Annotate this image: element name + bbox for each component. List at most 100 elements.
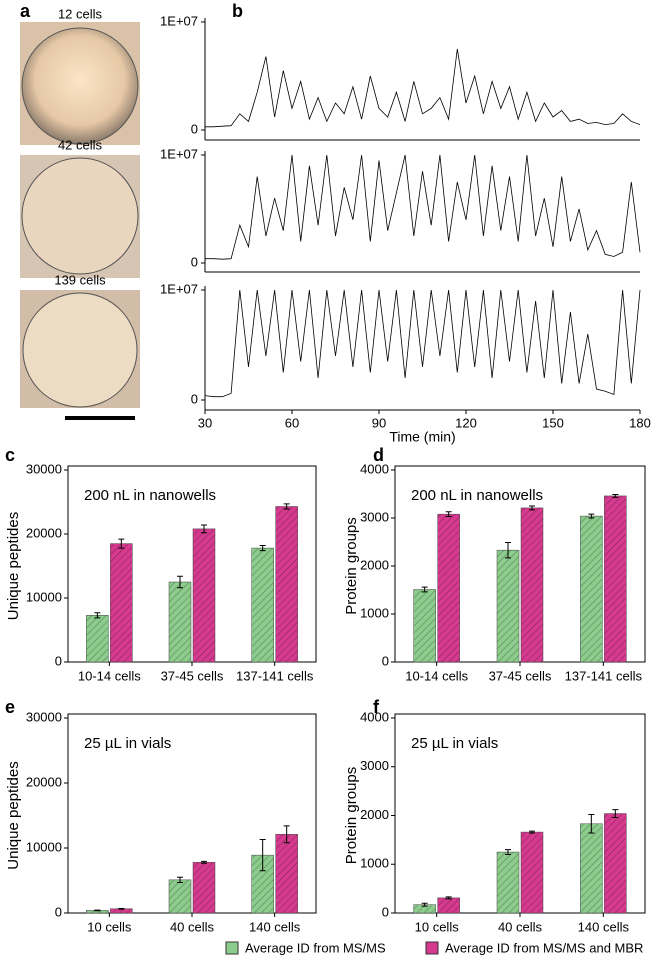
panel-label: f	[373, 697, 380, 717]
y-tick-label: 30000	[26, 461, 62, 476]
y-tick-label: 3000	[360, 758, 389, 773]
error-bar	[201, 524, 207, 534]
error-bar	[177, 876, 183, 883]
error-bar	[612, 493, 619, 498]
bar	[437, 513, 460, 663]
bar	[580, 515, 603, 663]
y-tick-label: 1E+07	[160, 146, 198, 161]
x-tick-label: 37-45 cells	[161, 668, 224, 683]
x-tick-label: 40 cells	[170, 919, 215, 934]
y-tick-label: 0	[382, 904, 389, 919]
error-bar	[588, 513, 595, 519]
y-tick-label: 1000	[360, 605, 389, 620]
y-axis-label: Unique peptides	[5, 512, 22, 620]
annotation: 25 µL in vials	[411, 735, 498, 752]
bar	[604, 495, 627, 663]
trace	[204, 289, 641, 398]
panel-label: d	[373, 445, 384, 465]
legend-label: Average ID from MS/MS and MBR	[445, 940, 643, 955]
x-tick-label: 90	[372, 415, 386, 430]
y-tick-label: 0	[191, 391, 198, 406]
bar	[110, 543, 133, 663]
x-tick-label: 140 cells	[578, 919, 630, 934]
x-tick-label: 30	[198, 415, 212, 430]
trace	[205, 154, 641, 260]
y-tick-label: 30000	[26, 709, 62, 724]
x-tick-label: 37-45 cells	[489, 668, 552, 683]
bar	[275, 834, 298, 914]
bar	[520, 831, 544, 914]
error-bar	[612, 809, 619, 818]
x-tick-label: 180	[629, 415, 651, 430]
y-tick-label: 20000	[26, 525, 62, 540]
y-tick-label: 0	[191, 121, 198, 136]
y-tick-label: 4000	[360, 709, 389, 724]
x-tick-label: 10-14 cells	[405, 668, 468, 683]
y-tick-label: 0	[55, 904, 62, 919]
y-tick-label: 10000	[26, 839, 62, 854]
bar	[275, 506, 298, 663]
bar	[496, 549, 520, 663]
y-tick-label: 0	[55, 653, 62, 668]
x-tick-label: 137-141 cells	[236, 668, 314, 683]
error-bar	[421, 902, 428, 907]
x-axis-label: Time (min)	[389, 429, 455, 445]
y-tick-label: 0	[191, 254, 198, 269]
x-tick-label: 10-14 cells	[78, 668, 141, 683]
y-tick-label: 2000	[360, 807, 389, 822]
error-bar	[201, 860, 207, 864]
x-tick-label: 10 cells	[87, 919, 132, 934]
error-bar	[283, 825, 290, 844]
error-bar	[94, 909, 101, 912]
annotation: 200 nL in nanowells	[84, 487, 216, 504]
bar	[168, 879, 192, 914]
y-axis-label: Unique peptides	[5, 761, 22, 869]
bar	[604, 813, 627, 914]
trace	[205, 48, 641, 128]
error-bar	[445, 511, 452, 518]
bar	[413, 589, 436, 663]
error-bar	[529, 505, 535, 511]
legend-label: Average ID from MS/MS	[245, 940, 386, 955]
bar	[580, 823, 603, 914]
y-tick-label: 3000	[360, 509, 389, 524]
panel-label: c	[5, 445, 15, 465]
error-bar	[505, 849, 511, 855]
error-bar	[177, 575, 183, 589]
error-bar	[445, 896, 452, 900]
micrograph	[20, 155, 140, 278]
error-bar	[421, 586, 428, 593]
bar	[192, 528, 216, 663]
legend-swatch	[425, 941, 439, 955]
x-tick-label: 60	[285, 415, 299, 430]
bar	[86, 615, 109, 663]
caption: 42 cells	[58, 137, 103, 152]
x-tick-label: 40 cells	[498, 919, 543, 934]
micrograph	[20, 290, 140, 408]
error-bar	[283, 503, 290, 510]
error-bar	[259, 545, 266, 552]
error-bar	[118, 907, 125, 910]
y-tick-label: 1000	[360, 856, 389, 871]
panel-label: b	[232, 1, 243, 21]
error-bar	[118, 538, 125, 549]
y-axis-label: Protein groups	[343, 767, 360, 865]
y-tick-label: 2000	[360, 557, 389, 572]
caption: 139 cells	[54, 272, 106, 287]
y-tick-label: 4000	[360, 461, 389, 476]
y-tick-label: 0	[382, 653, 389, 668]
x-tick-label: 10 cells	[415, 919, 460, 934]
x-tick-label: 137-141 cells	[565, 668, 643, 683]
bar	[496, 851, 520, 914]
micrograph	[20, 22, 140, 145]
legend-swatch	[225, 941, 239, 955]
annotation: 200 nL in nanowells	[411, 487, 543, 504]
bar	[251, 547, 274, 663]
bar	[168, 581, 192, 663]
y-axis-label: Protein groups	[343, 517, 360, 615]
caption: 12 cells	[58, 6, 103, 21]
x-tick-label: 140 cells	[249, 919, 301, 934]
error-bar	[588, 814, 595, 834]
error-bar	[529, 830, 535, 834]
